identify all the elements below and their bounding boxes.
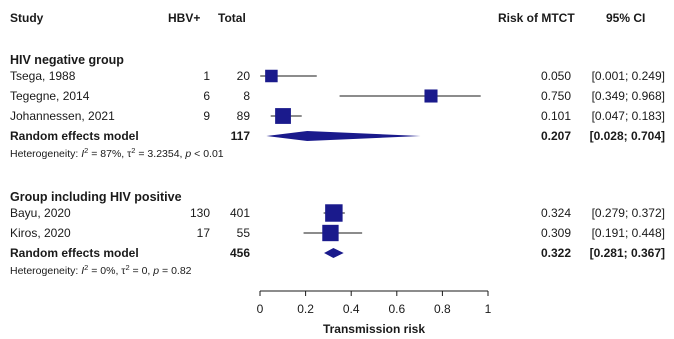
x-tick-label: 1: [485, 302, 492, 316]
events-value: 130: [190, 206, 210, 220]
total-value: 20: [237, 69, 251, 83]
x-tick-label: 0.2: [297, 302, 314, 316]
events-value: 1: [203, 69, 210, 83]
pooled-ci: [0.281; 0.367]: [590, 246, 665, 260]
heterogeneity-text: Heterogeneity: I2 = 87%, τ2 = 3.2354, p …: [10, 146, 224, 161]
plot-layer: HIV negative group Tsega, 1988 1 20 0.050 [0.…: [10, 53, 665, 336]
ci-value: [0.047; 0.183]: [592, 109, 665, 123]
total-value: 89: [237, 109, 251, 123]
study-name: Kiros, 2020: [10, 226, 71, 240]
x-axis-label: Transmission risk: [323, 322, 425, 336]
estimate-value: 0.324: [541, 206, 571, 220]
study-marker: [322, 224, 339, 242]
pooled-label: Random effects model: [10, 246, 139, 260]
study-name: Johannessen, 2021: [10, 109, 115, 123]
study-marker: [424, 89, 438, 103]
group-title: HIV negative group: [10, 53, 124, 67]
events-value: 6: [203, 89, 210, 103]
pooled-label: Random effects model: [10, 129, 139, 143]
estimate-value: 0.309: [541, 226, 571, 240]
header-events: HBV+: [168, 11, 200, 25]
pooled-total: 117: [231, 129, 251, 143]
events-value: 9: [203, 109, 210, 123]
x-tick-label: 0.8: [434, 302, 451, 316]
x-tick-label: 0.6: [388, 302, 405, 316]
total-value: 55: [237, 226, 251, 240]
header-study: Study: [10, 11, 44, 25]
ci-value: [0.001; 0.249]: [592, 69, 665, 83]
x-tick-label: 0.4: [343, 302, 360, 316]
study-marker: [275, 108, 291, 124]
study-marker: [325, 204, 343, 222]
estimate-value: 0.101: [541, 109, 571, 123]
ci-value: [0.279; 0.372]: [592, 206, 665, 220]
pooled-estimate: 0.322: [541, 246, 571, 260]
study-name: Bayu, 2020: [10, 206, 71, 220]
ci-value: [0.349; 0.968]: [592, 89, 665, 103]
estimate-value: 0.750: [541, 89, 571, 103]
heterogeneity-text: Heterogeneity: I2 = 0%, τ2 = 0, p = 0.82: [10, 263, 192, 278]
header-effect: Risk of MTCT: [498, 11, 575, 25]
events-value: 17: [197, 226, 211, 240]
pooled-diamond: [324, 248, 344, 258]
group-title: Group including HIV positive: [10, 190, 182, 204]
header-ci: 95% CI: [606, 11, 645, 25]
total-value: 401: [230, 206, 250, 220]
total-value: 8: [243, 89, 250, 103]
header-total: Total: [218, 11, 246, 25]
x-tick-label: 0: [257, 302, 264, 316]
pooled-estimate: 0.207: [541, 129, 571, 143]
pooled-diamond: [266, 131, 421, 141]
pooled-ci: [0.028; 0.704]: [590, 129, 665, 143]
ci-value: [0.191; 0.448]: [592, 226, 665, 240]
estimate-value: 0.050: [541, 69, 571, 83]
study-marker: [265, 69, 278, 83]
study-name: Tegegne, 2014: [10, 89, 90, 103]
study-name: Tsega, 1988: [10, 69, 76, 83]
pooled-total: 456: [230, 246, 250, 260]
